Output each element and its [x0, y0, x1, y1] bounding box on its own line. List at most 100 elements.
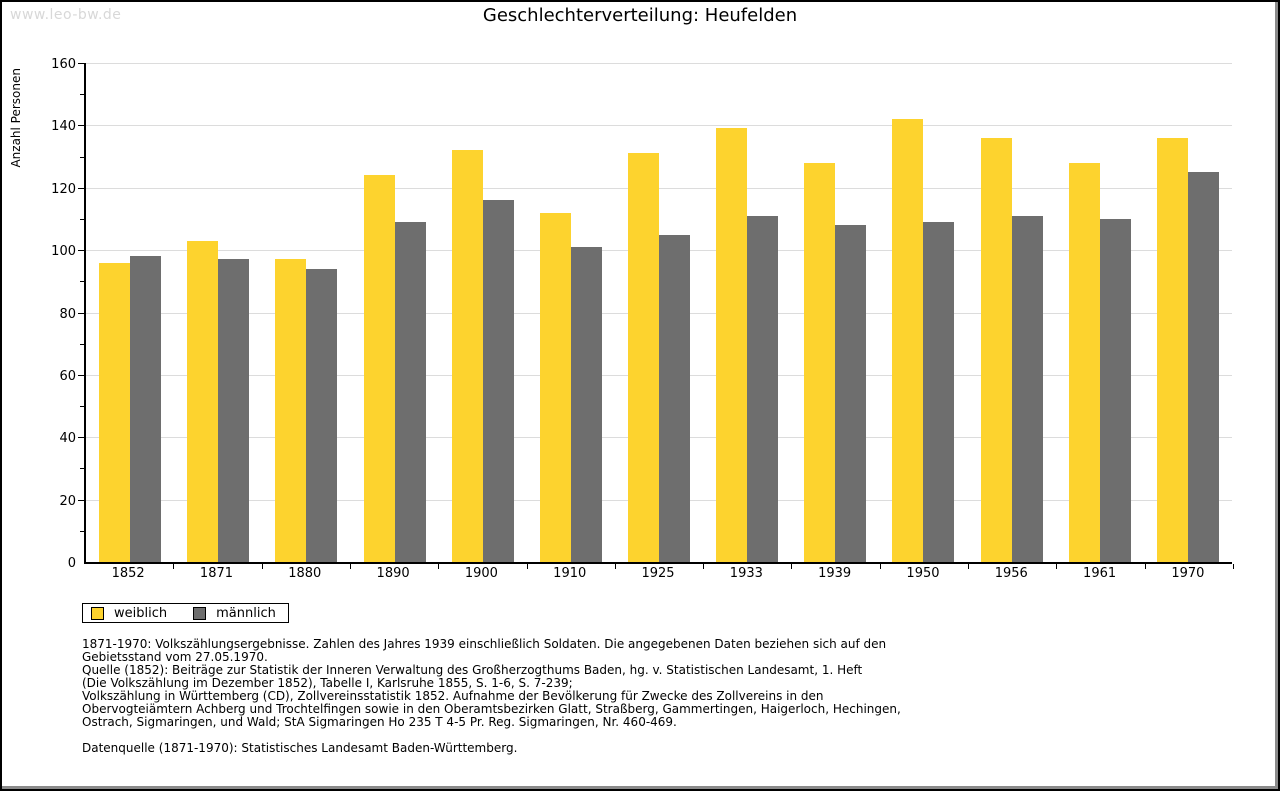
y-tick-60	[78, 374, 84, 376]
footnote-line-1: 1871-1970: Volkszählungsergebnisse. Zahl…	[82, 637, 887, 651]
bar-weiblich-1956	[980, 138, 1012, 562]
bar-weiblich-1890	[363, 175, 395, 562]
bar-weiblich-1900	[451, 150, 483, 562]
bar-männlich-1939	[835, 225, 867, 562]
bar-group-1950	[879, 63, 967, 562]
y-tick-label-40: 40	[59, 431, 76, 447]
bar-männlich-1961	[1099, 219, 1131, 562]
y-tick-50	[80, 406, 84, 408]
bar-group-1925	[615, 63, 703, 562]
y-tick-label-80: 80	[59, 306, 76, 322]
x-tick-4	[438, 564, 440, 569]
bar-männlich-1933	[747, 216, 779, 562]
bar-group-1939	[791, 63, 879, 562]
bar-groups	[86, 63, 1232, 562]
bar-weiblich-1961	[1068, 163, 1100, 562]
bar-group-1961	[1056, 63, 1144, 562]
bar-männlich-1880	[306, 269, 338, 562]
gridline-160	[86, 63, 1232, 64]
x-tick-label-1852: 1852	[111, 566, 145, 581]
x-tick-3	[349, 564, 351, 569]
plot-area	[78, 63, 1234, 569]
bar-weiblich-1933	[716, 128, 748, 562]
bar-männlich-1890	[394, 222, 426, 562]
legend-swatch-weiblich	[91, 606, 104, 620]
bar-weiblich-1970	[1156, 138, 1188, 562]
footnote-line-3: Quelle (1852): Beiträge zur Statistik de…	[82, 663, 863, 677]
bar-group-1890	[350, 63, 438, 562]
y-tick-150	[80, 94, 84, 96]
x-tick-label-1890: 1890	[376, 566, 410, 581]
y-tick-80	[78, 312, 84, 314]
x-tick-5	[526, 564, 528, 569]
chart-title: Geschlechterverteilung: Heufelden	[482, 5, 798, 26]
bar-männlich-1871	[218, 259, 250, 562]
y-tick-160	[78, 63, 84, 64]
bar-männlich-1970	[1187, 172, 1219, 562]
bar-group-1852	[86, 63, 174, 562]
y-tick-label-20: 20	[59, 493, 76, 509]
bar-männlich-1925	[659, 235, 691, 562]
x-tick-11	[1056, 564, 1058, 569]
x-tick-1	[173, 564, 175, 569]
y-tick-140	[78, 125, 84, 127]
x-tick-label-1933: 1933	[729, 566, 763, 581]
x-tick-label-1956: 1956	[994, 566, 1028, 581]
legend: weiblich männlich	[82, 603, 289, 623]
x-tick-6	[614, 564, 616, 569]
x-tick-2	[261, 564, 263, 569]
bar-weiblich-1871	[187, 241, 219, 562]
x-tick-label-1925: 1925	[641, 566, 675, 581]
watermark: www.leo-bw.de	[10, 7, 122, 23]
bar-group-1970	[1144, 63, 1232, 562]
bar-weiblich-1852	[99, 263, 131, 562]
bar-weiblich-1925	[628, 153, 660, 562]
bar-männlich-1900	[482, 200, 514, 562]
y-tick-10	[80, 530, 84, 532]
y-axis-labels: 0 20 40 60 80 100 120 140 160	[2, 57, 76, 571]
y-tick-40	[78, 437, 84, 439]
footnotes: 1871-1970: Volkszählungsergebnisse. Zahl…	[82, 638, 901, 755]
y-tick-70	[80, 343, 84, 345]
bar-weiblich-1880	[275, 259, 307, 562]
bar-group-1933	[703, 63, 791, 562]
y-tick-20	[78, 499, 84, 501]
x-axis-labels: 1852 1871 1880 1890 1900 1910 1925 1933 1939 1950…	[84, 566, 1232, 581]
bar-männlich-1950	[923, 222, 955, 562]
y-tick-label-160: 160	[51, 57, 76, 72]
bar-group-1880	[262, 63, 350, 562]
x-tick-label-1970: 1970	[1171, 566, 1205, 581]
x-tick-label-1880: 1880	[288, 566, 322, 581]
footnote-line-6: Obervogteiämtern Achberg und Trochtelfin…	[82, 702, 901, 716]
x-tick-13	[1233, 564, 1234, 569]
bar-männlich-1956	[1011, 216, 1043, 562]
bar-weiblich-1950	[892, 119, 924, 562]
x-tick-12	[1144, 564, 1146, 569]
x-tick-label-1900: 1900	[464, 566, 498, 581]
x-tick-9	[879, 564, 881, 569]
footnote-line-9: Datenquelle (1871-1970): Statistisches L…	[82, 741, 518, 755]
y-tick-120	[78, 187, 84, 189]
bar-group-1956	[968, 63, 1056, 562]
x-tick-label-1961: 1961	[1083, 566, 1117, 581]
x-tick-label-1950: 1950	[906, 566, 940, 581]
bar-weiblich-1939	[804, 163, 836, 562]
y-tick-130	[80, 156, 84, 158]
y-tick-90	[80, 281, 84, 283]
legend-label-männlich: männlich	[216, 605, 276, 621]
x-tick-10	[968, 564, 970, 569]
x-tick-label-1871: 1871	[199, 566, 234, 581]
x-tick-8	[791, 564, 793, 569]
bar-group-1871	[174, 63, 262, 562]
footnote-line-7: Ostrach, Sigmaringen, und Wald; StA Sigm…	[82, 715, 677, 729]
legend-label-weiblich: weiblich	[114, 605, 168, 621]
y-tick-label-60: 60	[59, 368, 76, 384]
gridline-140	[86, 125, 1232, 127]
bar-weiblich-1910	[539, 213, 571, 562]
y-tick-label-100: 100	[51, 244, 76, 260]
y-tick-label-120: 120	[51, 181, 76, 197]
y-tick-label-0: 0	[67, 556, 76, 571]
x-tick-label-1910: 1910	[553, 566, 587, 581]
legend-swatch-männlich	[193, 606, 207, 620]
